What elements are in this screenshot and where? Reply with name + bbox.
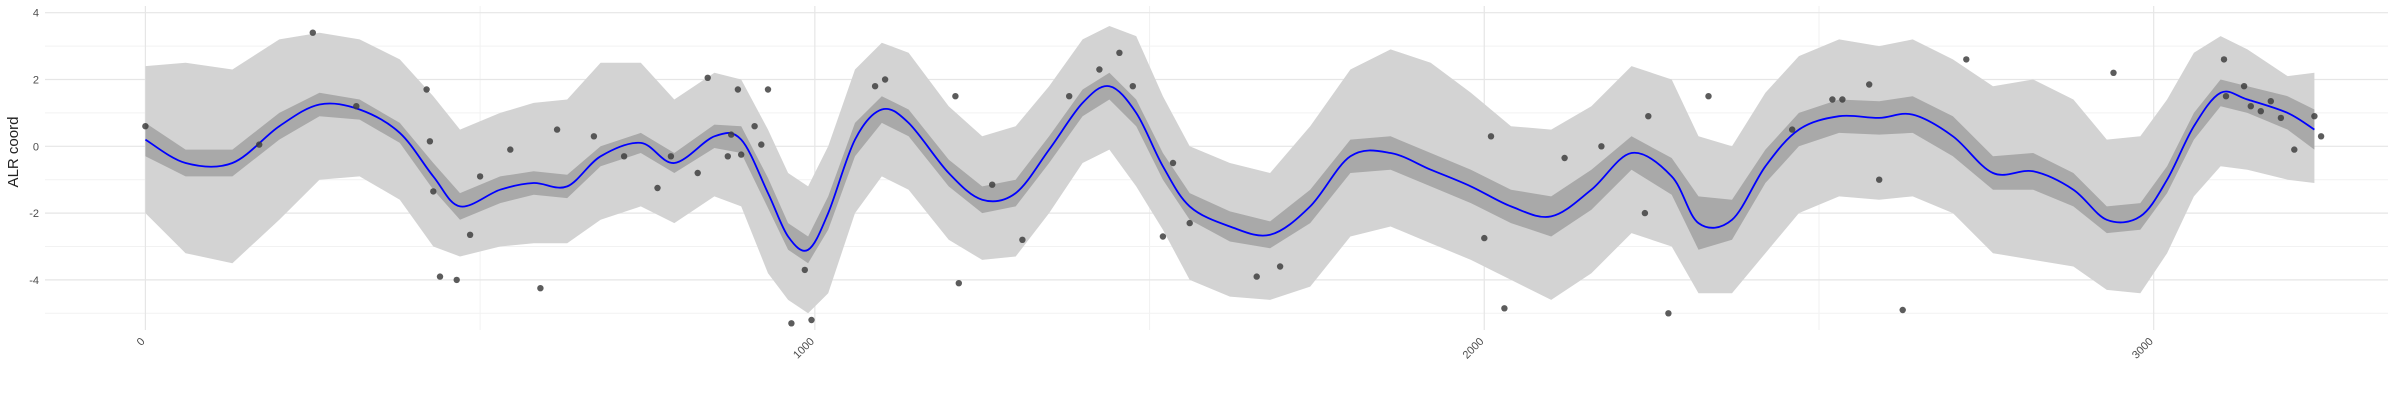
data-point <box>728 131 735 138</box>
data-point <box>1253 273 1260 280</box>
data-point <box>2240 83 2248 90</box>
data-point <box>1645 113 1652 120</box>
data-point <box>1899 306 1906 314</box>
data-point <box>453 276 460 284</box>
observed-points <box>142 29 2325 327</box>
x-tick-label: 0 <box>135 336 148 349</box>
data-point <box>436 273 444 280</box>
data-point <box>1116 49 1123 56</box>
data-point <box>1789 126 1796 133</box>
data-point <box>808 316 815 324</box>
data-point <box>1276 263 1284 270</box>
y-axis-title: ALR coord <box>5 117 22 188</box>
data-point <box>2110 69 2117 77</box>
data-point <box>788 320 795 327</box>
data-point <box>553 126 561 133</box>
data-point <box>2291 146 2298 153</box>
data-point <box>476 173 484 180</box>
data-point <box>430 188 437 195</box>
data-point <box>654 184 661 192</box>
data-point <box>704 74 711 82</box>
x-tick-label: 1000 <box>791 336 817 362</box>
y-tick-label: 0 <box>33 141 39 153</box>
data-point <box>1066 93 1073 100</box>
data-point <box>1839 96 1846 103</box>
mean-line-layer <box>144 85 2315 252</box>
data-point <box>1487 133 1495 140</box>
data-point <box>1665 310 1672 317</box>
data-point <box>507 146 514 153</box>
data-point <box>466 231 474 238</box>
data-point <box>1561 154 1568 162</box>
data-point <box>764 86 772 93</box>
data-point <box>537 285 544 292</box>
data-point <box>1481 234 1488 242</box>
data-point <box>1186 219 1193 227</box>
x-tick-label: 3000 <box>2130 336 2156 362</box>
data-point <box>590 133 598 140</box>
data-point <box>426 138 434 145</box>
data-point <box>423 86 430 93</box>
data-point <box>871 83 879 90</box>
data-point <box>2267 98 2274 105</box>
y-tick-label: -2 <box>29 208 39 220</box>
data-point <box>2317 133 2325 140</box>
data-point <box>2220 56 2228 63</box>
data-point <box>2222 93 2230 100</box>
y-tick-label: 2 <box>33 74 39 86</box>
data-point <box>734 86 742 93</box>
data-point <box>2247 103 2254 110</box>
data-point <box>1963 56 1970 63</box>
data-point <box>2257 108 2264 115</box>
data-point <box>1641 209 1649 217</box>
data-point <box>801 266 808 274</box>
x-tick-label: 2000 <box>1461 336 1487 362</box>
data-point <box>738 151 745 158</box>
data-point <box>989 181 996 188</box>
data-point <box>353 103 360 110</box>
outer-credible-band <box>145 26 2315 314</box>
data-point <box>955 280 962 287</box>
data-point <box>1019 236 1026 243</box>
data-point <box>1096 66 1103 73</box>
data-point <box>694 169 701 177</box>
data-point <box>1129 83 1137 90</box>
data-point <box>667 153 675 160</box>
data-point <box>620 153 628 160</box>
credible-bands <box>145 26 2315 314</box>
data-point <box>952 93 959 100</box>
y-tick-label: -4 <box>29 275 39 287</box>
data-point <box>1598 143 1605 150</box>
data-point <box>256 141 263 148</box>
inner-credible-band <box>145 72 2315 264</box>
data-point <box>2277 114 2285 122</box>
data-point <box>1866 81 1873 88</box>
data-point <box>881 76 889 83</box>
data-point <box>751 123 758 130</box>
data-point <box>309 29 316 36</box>
data-point <box>1159 233 1167 240</box>
y-tick-label: 4 <box>33 8 39 20</box>
data-point <box>2311 113 2318 120</box>
mean-line <box>144 85 2315 252</box>
data-point <box>142 123 149 130</box>
data-point <box>1876 176 1883 183</box>
data-point <box>1829 96 1836 103</box>
data-point <box>1169 159 1177 167</box>
data-point <box>724 153 731 160</box>
data-point <box>1501 305 1508 312</box>
data-point <box>1705 93 1712 100</box>
data-point <box>758 141 765 148</box>
